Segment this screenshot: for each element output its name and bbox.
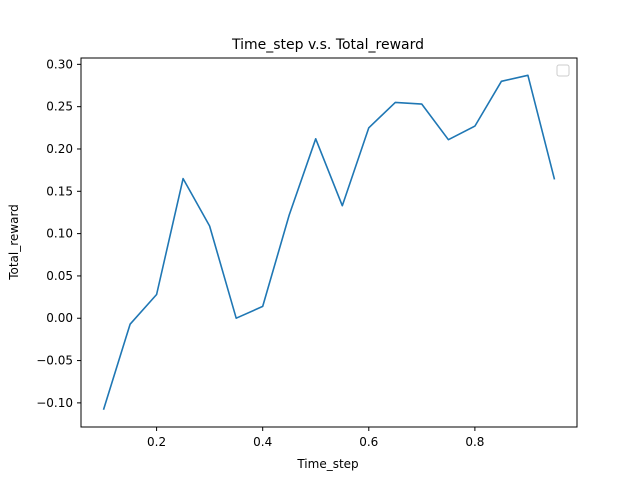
x-tick-label: 0.2	[147, 435, 166, 449]
legend-box	[556, 64, 570, 77]
y-tick-label: 0.10	[46, 227, 73, 241]
y-tick-label: 0.25	[46, 100, 73, 114]
plot-area	[102, 74, 556, 410]
y-axis-label: Total_reward	[7, 204, 21, 281]
x-tick-label: 0.4	[253, 435, 272, 449]
x-axis-label: Time_step	[296, 457, 358, 471]
y-axis: −0.10 −0.05 0.00 0.05 0.10 0.15 0.20 0.25 0.30	[36, 57, 81, 410]
y-tick-label: 0.20	[46, 142, 73, 156]
x-tick-label: 0.8	[465, 435, 484, 449]
y-tick-label: 0.15	[46, 184, 73, 198]
y-tick-label: −0.10	[36, 396, 73, 410]
y-tick-label: 0.05	[46, 269, 73, 283]
y-tick-label: −0.05	[36, 354, 73, 368]
y-tick-label: 0.00	[46, 311, 73, 325]
x-axis: 0.2 0.4 0.6 0.8	[147, 427, 484, 449]
axes-frame	[80, 57, 578, 428]
x-tick-label: 0.6	[359, 435, 378, 449]
y-tick-label: 0.30	[46, 57, 73, 71]
chart-title: Time_step v.s. Total_reward	[231, 37, 424, 53]
series-line	[102, 74, 556, 410]
